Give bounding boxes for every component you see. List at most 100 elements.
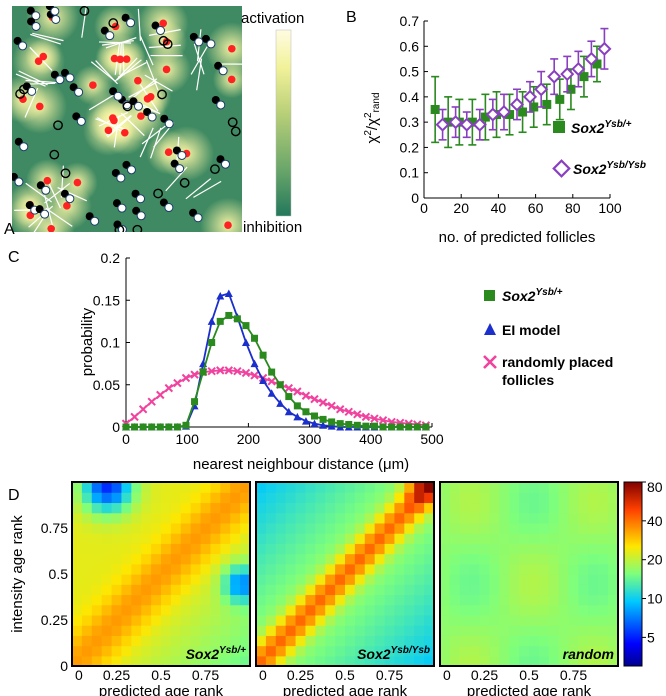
data-point-square	[379, 423, 387, 431]
heatmap-cell	[121, 533, 132, 544]
red-follicle	[122, 55, 131, 63]
heatmap-cell	[364, 512, 376, 524]
heatmap-cell	[325, 522, 336, 534]
heatmap-cell	[170, 614, 182, 626]
heatmap-cell	[151, 502, 162, 514]
heatmap-cell	[111, 482, 123, 493]
heatmap-cell	[548, 584, 560, 596]
heatmap-cell	[440, 492, 451, 504]
heatmap-cell	[519, 543, 530, 555]
heatmap-cell	[469, 604, 481, 616]
heatmap-cell	[345, 482, 356, 493]
heatmap-cell	[509, 502, 520, 514]
heatmap-cell	[459, 614, 471, 626]
heatmap-cell	[364, 604, 376, 616]
heatmap-cell	[459, 645, 471, 657]
heatmap-cell	[548, 635, 560, 647]
heatmap-cell	[509, 533, 520, 544]
heatmap-cell	[81, 604, 93, 616]
heatmap-cell	[101, 533, 113, 544]
heatmap-cell	[81, 553, 93, 565]
heatmap-cell	[449, 553, 461, 565]
heatmap-cell	[354, 655, 366, 666]
heatmap-cell	[469, 635, 481, 647]
data-point-diamond	[597, 41, 612, 56]
heatmap-cell	[519, 604, 530, 616]
heatmap-cell	[111, 502, 123, 514]
heatmap-cell	[394, 604, 405, 616]
heatmap-cell	[256, 482, 267, 493]
heatmap-cell	[568, 482, 580, 493]
heatmap-cell	[519, 533, 530, 544]
heatmap-cell	[598, 512, 609, 524]
heatmap-cell	[230, 533, 241, 544]
heatmap-cell	[598, 543, 609, 555]
heatmap-cell	[538, 533, 550, 544]
heatmap-cell	[151, 533, 162, 544]
heatmap-cell	[394, 574, 405, 585]
heatmap-cell	[558, 522, 570, 534]
heatmap-cell	[558, 645, 570, 657]
heatmap-cell	[265, 594, 277, 606]
data-point-triangle	[259, 376, 268, 385]
y-tick-label-b: 0.3	[400, 114, 420, 130]
heatmap-cell	[499, 655, 510, 666]
x-tick-label-b: 80	[565, 200, 581, 216]
heatmap-cell	[538, 492, 550, 504]
heatmap-cell	[558, 482, 570, 493]
white-follicle	[51, 14, 61, 24]
open-follicle	[210, 164, 220, 175]
heatmap-cell	[489, 655, 500, 666]
series-line	[126, 292, 426, 428]
heatmap-cell	[529, 533, 540, 544]
heatmap-cell	[479, 543, 491, 555]
voronoi-edge	[190, 46, 208, 75]
heatmap-cell	[538, 563, 550, 575]
heatmap-cell	[72, 512, 83, 524]
heatmap-cell	[315, 482, 326, 493]
heatmap-cell	[578, 563, 589, 575]
heatmap-cell	[210, 522, 221, 534]
heatmap-cell	[374, 614, 386, 626]
heatmap-cell	[200, 625, 212, 636]
heatmap-cell	[141, 614, 152, 626]
heatmap-cell	[440, 614, 451, 626]
heatmap-cell	[538, 522, 550, 534]
heatmap-cell	[230, 584, 241, 596]
heatmap-cell	[509, 594, 520, 606]
heatmap-cell	[161, 482, 172, 493]
voronoi-edge	[165, 166, 188, 192]
data-point-diamond	[435, 117, 450, 132]
heatmap-cell	[529, 655, 540, 666]
data-point-square	[139, 423, 147, 431]
heatmap-cell	[469, 614, 481, 626]
y-tick-label-d: 0.75	[41, 520, 68, 536]
heatmap-cell	[190, 563, 202, 575]
heatmap-cell	[345, 553, 356, 565]
heatmap-cell	[440, 625, 451, 636]
y-tick-label-b: 0.4	[400, 89, 420, 105]
heatmap-cell	[548, 563, 560, 575]
heatmap-cell	[295, 614, 307, 626]
data-point-square	[328, 418, 336, 426]
y-tick-label-c: 0.15	[93, 292, 120, 308]
open-follicle	[49, 149, 60, 160]
data-point-diamond	[459, 117, 474, 132]
data-point-square	[165, 423, 173, 431]
heatmap-cell	[240, 522, 250, 534]
heatmap-cell	[469, 563, 481, 575]
heatmap-cell	[111, 584, 123, 596]
data-point-x	[156, 390, 165, 400]
heatmap-cell	[345, 543, 356, 555]
heatmap-cell	[449, 492, 461, 504]
heatmap-cell	[608, 492, 618, 504]
heatmap-cell	[161, 645, 172, 657]
heatmap-cell	[394, 482, 405, 493]
colorbar-tick-label-d: 20	[647, 552, 663, 568]
heatmap-cell	[265, 512, 277, 524]
heatmap-cell	[121, 522, 132, 534]
heatmap-cell	[608, 533, 618, 544]
heatmap-cell	[345, 614, 356, 626]
heatmap-cell	[131, 512, 142, 524]
data-point-square	[529, 102, 539, 112]
